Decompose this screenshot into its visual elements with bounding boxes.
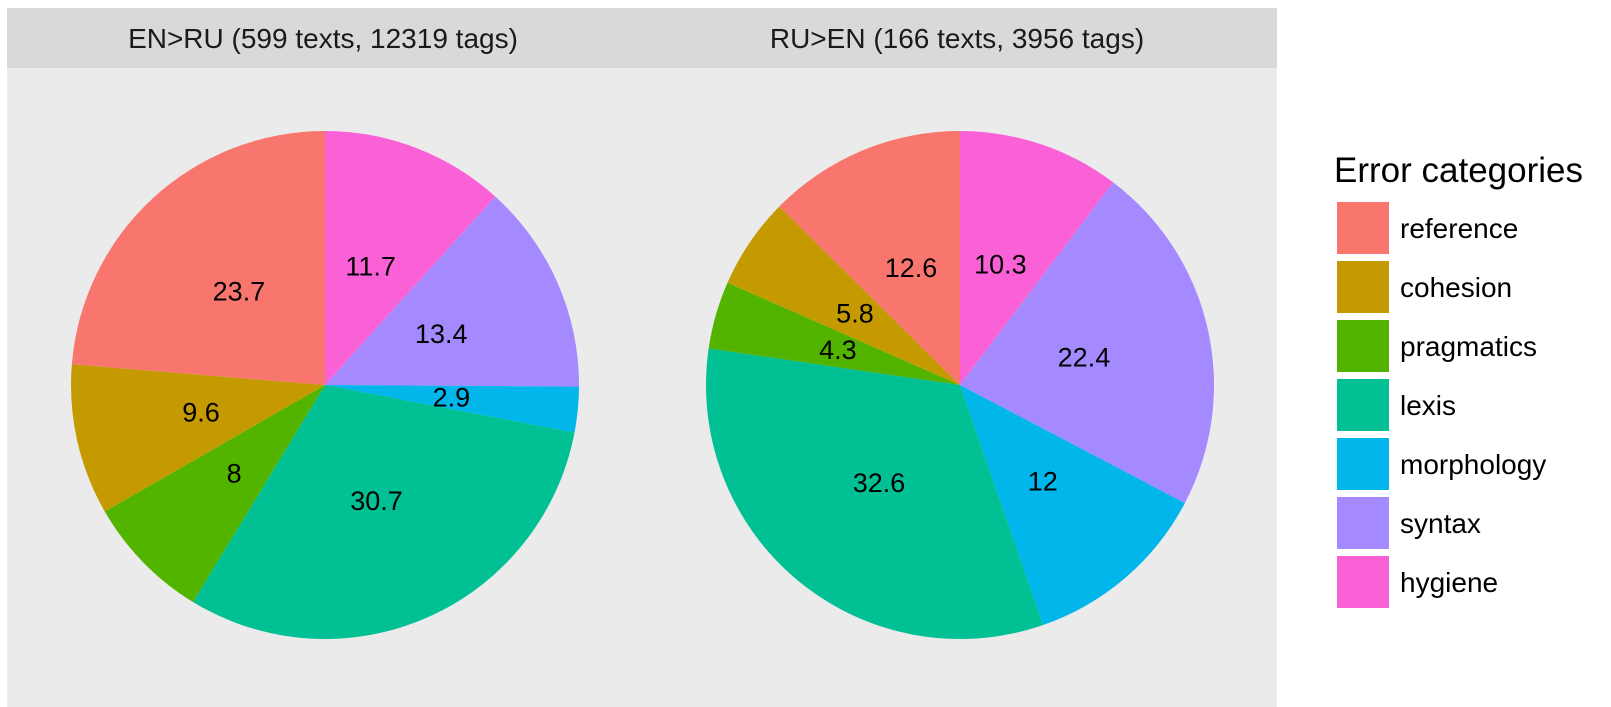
slice-value-label-hygiene: 10.3 [974,250,1027,280]
pie-slice-lexis [192,385,575,640]
legend-key-cohesion [1335,259,1391,315]
legend-label-morphology: morphology [1400,449,1546,480]
slice-value-label-morphology: 12 [1028,466,1058,496]
pie-slice-reference [779,131,960,385]
pie-slice-cohesion [71,364,325,512]
legend-label-syntax: syntax [1400,508,1481,539]
slice-value-label-cohesion: 9.6 [182,398,220,428]
slice-value-label-morphology: 2.9 [433,382,471,412]
legend-items: reference cohesion pragmatics lexis morpholo… [1335,200,1546,610]
pie-slice-reference [71,131,325,385]
pie-slice-hygiene [325,131,496,385]
legend-label-pragmatics: pragmatics [1400,331,1537,362]
pie-slice-syntax [325,196,579,387]
slice-value-label-syntax: 13.4 [415,319,468,349]
legend-label-lexis: lexis [1400,390,1456,421]
slice-value-label-pragmatics: 4.3 [819,335,857,365]
legend-title: Error categories [1334,151,1583,190]
legend-label-reference: reference [1400,213,1518,244]
facet-title-ru-en: RU>EN (166 texts, 3956 tags) [770,23,1144,54]
legend-label-hygiene: hygiene [1400,567,1498,598]
slice-value-label-pragmatics: 8 [227,459,242,489]
pie-slice-hygiene [960,131,1114,385]
legend: Error categories reference cohesion pragma… [1334,151,1583,610]
pie-slice-lexis [706,348,1044,640]
pie-ru-en: 10.3 22.4 12 32.6 4.3 5.8 12.6 [706,131,1215,640]
pie-slice-pragmatics [708,282,960,385]
legend-label-cohesion: cohesion [1400,272,1512,303]
pie-en-ru: 11.7 13.4 2.9 30.7 8 9.6 23.7 [71,131,579,640]
slice-value-label-syntax: 22.4 [1058,342,1111,372]
legend-key-syntax [1335,495,1391,551]
legend-key-reference [1335,200,1391,256]
pie-slice-cohesion [727,206,960,385]
facet-ru-en: RU>EN (166 texts, 3956 tags) 10.3 22.4 12 3… [706,23,1215,640]
legend-key-pragmatics [1335,318,1391,374]
facet-title-en-ru: EN>RU (599 texts, 12319 tags) [128,23,518,54]
pie-slice-syntax [960,182,1215,504]
pie-slice-morphology [325,385,579,433]
slice-value-label-lexis: 32.6 [853,468,906,498]
pie-slice-morphology [960,385,1185,626]
slice-value-label-cohesion: 5.8 [836,299,874,329]
pie-slice-pragmatics [104,385,325,602]
slice-value-label-hygiene: 11.7 [345,251,396,281]
legend-key-morphology [1335,436,1391,492]
slice-value-label-reference: 12.6 [885,253,938,283]
slice-value-label-lexis: 30.7 [350,486,403,516]
legend-key-hygiene [1335,554,1391,610]
facet-en-ru: EN>RU (599 texts, 12319 tags) 11.7 13.4 2.… [71,23,579,640]
facet-strip-background [7,8,1277,68]
legend-key-lexis [1335,377,1391,433]
slice-value-label-reference: 23.7 [213,277,266,307]
